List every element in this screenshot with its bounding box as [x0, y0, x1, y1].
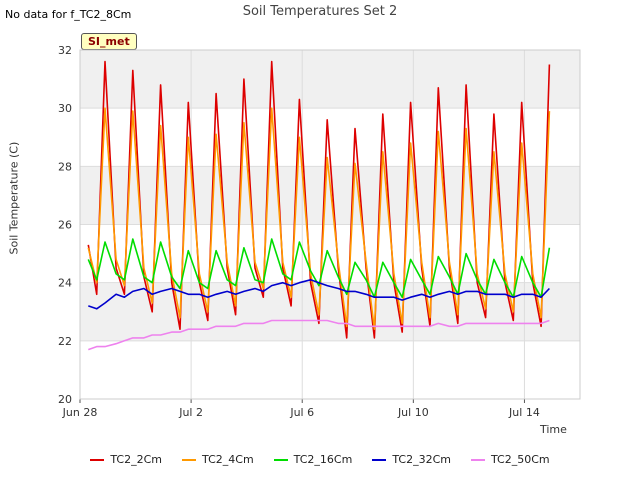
x-tick-label: Jul 6: [289, 406, 314, 419]
x-axis-label: Time: [540, 423, 567, 436]
series-line-tc2_4cm: [87, 107, 551, 331]
x-tick-label: Jul 14: [508, 406, 540, 419]
plot-frame: [79, 49, 581, 400]
x-tick-label: Jul 10: [397, 406, 429, 419]
series-line-tc2_50cm: [88, 319, 550, 351]
y-tick-label: 26: [58, 219, 72, 232]
legend-label: TC2_2Cm: [110, 453, 163, 466]
legend-swatch: [182, 458, 197, 461]
plot-band: [80, 282, 580, 341]
legend-item: TC2_2Cm: [90, 453, 162, 466]
x-tick-label: Jun 28: [62, 406, 98, 419]
legend-item: TC2_4Cm: [182, 453, 254, 466]
legend-swatch: [90, 458, 105, 461]
plot-band: [80, 50, 580, 109]
legend-label: TC2_32Cm: [392, 453, 451, 466]
legend-swatch: [273, 458, 288, 461]
legend-item: TC2_32Cm: [372, 453, 451, 466]
legend-swatch: [372, 458, 387, 461]
chart-title: Soil Temperatures Set 2: [242, 4, 398, 19]
legend-label: TC2_4Cm: [202, 453, 254, 466]
y-tick-label: 24: [58, 277, 72, 290]
legend-item: TC2_16Cm: [273, 453, 353, 466]
series-line-tc2_32cm: [88, 278, 550, 310]
no-data-notice: No data for f_TC2_8Cm: [5, 8, 132, 21]
legend-item: TC2_50Cm: [470, 453, 550, 466]
legend: TC2_2Cm TC2_4Cm TC2_16Cm TC2_32Cm TC2_50Cm: [0, 453, 640, 466]
y-tick-label: 22: [58, 335, 72, 348]
y-tick-label: 28: [58, 160, 72, 173]
y-tick-label: 20: [58, 393, 72, 406]
plot-band: [80, 224, 580, 283]
y-tick-label: 32: [58, 44, 72, 57]
x-tick-label: Jul 2: [178, 406, 203, 419]
legend-label: TC2_50Cm: [490, 453, 550, 466]
plot-band: [80, 340, 580, 399]
site-badge: SI_met: [81, 33, 137, 50]
legend-swatch: [470, 458, 485, 461]
series-line-tc2_16cm: [87, 238, 551, 299]
y-tick-label: 30: [58, 102, 72, 115]
legend-label: TC2_16Cm: [293, 453, 353, 466]
